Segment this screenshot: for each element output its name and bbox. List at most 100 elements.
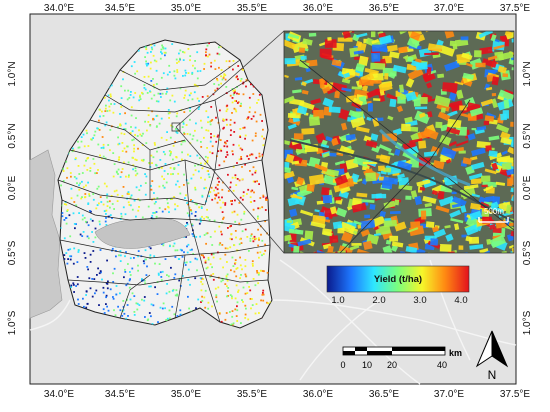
yield-pixel: [215, 116, 217, 119]
yield-pixel: [244, 273, 247, 276]
yield-pixel: [234, 91, 236, 93]
yield-pixel: [150, 61, 152, 64]
yield-pixel: [175, 183, 177, 186]
yield-pixel: [251, 260, 254, 263]
yield-pixel: [139, 94, 141, 97]
yield-pixel: [264, 243, 266, 246]
yield-pixel: [70, 187, 73, 190]
yield-pixel: [160, 48, 163, 51]
yield-pixel: [248, 111, 251, 113]
yield-pixel: [173, 100, 176, 103]
yield-pixel: [176, 128, 179, 131]
field-patch: [349, 244, 360, 251]
yield-pixel: [239, 277, 241, 279]
yield-pixel: [230, 269, 232, 272]
yield-pixel: [153, 192, 155, 194]
yield-pixel: [209, 140, 212, 143]
field-patch: [414, 106, 428, 110]
yield-pixel: [181, 249, 183, 252]
yield-pixel: [188, 307, 190, 310]
yield-pixel: [172, 245, 175, 248]
yield-pixel: [92, 250, 95, 252]
yield-pixel: [254, 169, 257, 172]
yield-pixel: [205, 232, 208, 235]
yield-pixel: [210, 61, 213, 64]
field-patch: [460, 205, 467, 213]
yield-pixel: [158, 263, 161, 265]
yield-pixel: [168, 309, 171, 312]
yield-pixel: [232, 165, 235, 168]
yield-pixel: [87, 202, 90, 205]
yield-pixel: [227, 287, 230, 289]
yield-pixel: [229, 237, 232, 240]
yield-pixel: [107, 280, 109, 283]
yield-pixel: [176, 293, 179, 296]
yield-pixel: [162, 242, 165, 245]
yield-pixel: [146, 129, 148, 132]
field-patch: [306, 183, 315, 192]
yield-pixel: [160, 243, 163, 245]
yield-pixel: [225, 118, 228, 121]
field-patch: [507, 146, 514, 156]
yield-pixel: [185, 72, 187, 74]
yield-pixel: [244, 137, 246, 140]
yield-pixel: [232, 60, 235, 62]
yield-pixel: [254, 238, 256, 241]
yield-pixel: [186, 202, 188, 204]
yield-pixel: [149, 247, 152, 250]
yield-pixel: [127, 191, 130, 193]
yield-pixel: [226, 153, 229, 156]
yield-pixel: [122, 300, 125, 302]
yield-pixel: [134, 72, 136, 75]
yield-pixel: [100, 271, 102, 274]
field-patch: [500, 137, 513, 145]
field-patch: [502, 73, 509, 78]
yield-pixel: [217, 184, 219, 186]
yield-pixel: [226, 123, 228, 126]
field-patch: [304, 230, 314, 241]
yield-pixel: [186, 251, 189, 254]
yield-pixel: [216, 135, 219, 138]
yield-pixel: [105, 209, 108, 212]
legend-colorbar: [326, 265, 470, 293]
yield-pixel: [161, 52, 163, 55]
field-patch: [322, 194, 333, 204]
yield-pixel: [239, 135, 241, 137]
field-patch: [510, 230, 514, 237]
yield-pixel: [222, 75, 225, 78]
yield-pixel: [252, 93, 255, 95]
yield-pixel: [96, 204, 99, 206]
yield-pixel: [191, 73, 194, 75]
yield-pixel: [238, 144, 240, 147]
field-patch: [409, 138, 423, 144]
yield-pixel: [66, 167, 69, 170]
yield-pixel: [159, 271, 162, 274]
yield-pixel: [128, 204, 131, 206]
yield-pixel: [236, 75, 238, 78]
yield-pixel: [225, 60, 228, 63]
yield-pixel: [196, 77, 199, 80]
yield-pixel: [196, 203, 198, 206]
yield-pixel: [190, 310, 193, 313]
field-patch: [383, 200, 396, 209]
yield-pixel: [136, 308, 139, 311]
yield-pixel: [233, 270, 236, 273]
yield-pixel: [208, 53, 211, 56]
field-patch: [337, 37, 353, 42]
yield-pixel: [153, 94, 156, 97]
yield-pixel: [174, 208, 177, 211]
yield-pixel: [216, 78, 218, 80]
yield-pixel: [136, 135, 139, 137]
yield-pixel: [254, 111, 257, 114]
field-patch: [430, 238, 439, 246]
yield-pixel: [75, 204, 78, 207]
yield-pixel: [81, 214, 84, 217]
field-patch: [297, 238, 312, 247]
yield-pixel: [124, 122, 127, 125]
yield-pixel: [118, 158, 120, 161]
yield-pixel: [68, 214, 71, 217]
yield-pixel: [198, 106, 201, 108]
yield-pixel: [214, 230, 216, 233]
yield-pixel: [232, 153, 234, 156]
yield-pixel: [170, 266, 172, 269]
